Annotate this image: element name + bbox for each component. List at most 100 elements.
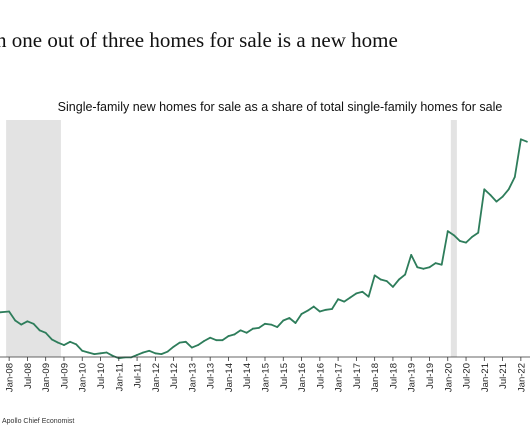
data-point [513, 176, 516, 178]
data-point [385, 280, 388, 283]
data-point [245, 331, 248, 334]
data-point [459, 240, 461, 242]
data-point [489, 194, 492, 196]
data-point [428, 266, 431, 269]
data-point [99, 352, 102, 355]
data-point [270, 323, 272, 326]
recession-band [6, 120, 61, 357]
data-point [501, 195, 504, 198]
data-point [446, 230, 449, 233]
data-point [282, 319, 285, 322]
data-point [294, 322, 297, 324]
data-point [312, 305, 315, 308]
data-point [26, 320, 29, 323]
data-point [306, 309, 309, 312]
x-axis-ticks: Jan-08 Jul-08 Jan-09 Jul-09 Jan-10 Jul-10 Jan-… [5, 357, 527, 392]
x-tick-label: Jan-12 [151, 363, 162, 392]
data-point [251, 327, 254, 330]
data-point [422, 267, 425, 270]
data-point [318, 310, 321, 313]
data-point [416, 266, 419, 269]
data-point [367, 295, 370, 298]
data-point [452, 234, 455, 237]
data-point [325, 308, 327, 311]
data-point [20, 323, 23, 326]
x-tick-label: Jan-18 [370, 363, 381, 392]
x-tick-label: Jul-11 [133, 363, 144, 388]
data-point [111, 354, 114, 357]
x-tick-label: Jan-10 [78, 363, 89, 392]
data-point [227, 335, 230, 337]
data-point [184, 340, 187, 343]
data-point [154, 352, 157, 355]
data-point [148, 349, 151, 352]
data-point [343, 300, 346, 303]
data-point [233, 333, 236, 336]
data-point [32, 322, 35, 325]
x-tick-label: Jan-09 [41, 363, 52, 392]
data-point [56, 341, 59, 344]
x-tick-label: Jan-13 [187, 363, 198, 392]
data-point [166, 350, 169, 353]
data-point [75, 343, 78, 346]
data-point [465, 241, 467, 244]
data-point [264, 322, 266, 325]
x-tick-label: Jan-16 [297, 363, 308, 392]
series-line [0, 138, 528, 360]
data-point [300, 313, 303, 315]
data-point [14, 319, 17, 322]
data-point [221, 339, 224, 342]
x-tick-label: Jul-08 [23, 363, 34, 389]
x-tick-label: Jul-20 [462, 363, 473, 389]
data-point [373, 274, 376, 277]
x-tick-label: Jul-13 [206, 363, 217, 389]
data-point [69, 340, 71, 343]
data-point [519, 138, 522, 141]
x-tick-label: Jul-09 [59, 363, 70, 389]
source-note: Apollo Chief Economist [2, 418, 75, 425]
x-tick-label: Jul-16 [315, 363, 326, 389]
data-point [8, 310, 11, 313]
chart-title: Single-family new homes for sale as a sh… [57, 100, 503, 114]
data-point [392, 285, 394, 288]
data-point [507, 188, 510, 191]
x-tick-label: Jan-11 [114, 363, 125, 391]
data-point [337, 298, 340, 301]
data-point [160, 353, 163, 356]
x-tick-label: Jan-17 [334, 363, 345, 392]
data-point [288, 317, 291, 319]
x-tick-label: Jan-19 [407, 363, 418, 392]
x-tick-label: Jan-08 [5, 363, 16, 392]
data-point [203, 340, 205, 342]
data-point [215, 339, 218, 342]
data-point [349, 296, 352, 299]
x-tick-label: Jul-12 [169, 363, 180, 389]
data-point [178, 341, 181, 344]
data-point [404, 273, 407, 276]
data-point [44, 331, 47, 334]
data-point [190, 346, 193, 349]
data-point [209, 336, 212, 339]
data-point [331, 308, 333, 310]
data-point [440, 263, 443, 266]
data-point [87, 351, 90, 354]
data-point [471, 235, 474, 238]
x-tick-label: Jan-22 [516, 363, 527, 392]
x-tick-label: Jul-21 [498, 363, 509, 389]
x-tick-label: Jul-14 [242, 363, 253, 389]
x-tick-label: Jan-20 [443, 363, 454, 392]
data-point [142, 351, 145, 354]
data-point [239, 329, 242, 332]
data-point [93, 353, 96, 356]
data-point [526, 140, 528, 143]
data-point [81, 349, 84, 352]
data-point [258, 326, 260, 329]
data-point [0, 311, 1, 314]
series-line-group [0, 138, 528, 360]
x-tick-label: Jan-21 [480, 363, 491, 392]
x-tick-label: Jan-15 [261, 363, 272, 392]
data-point [197, 344, 199, 346]
x-tick-label: Jul-17 [352, 363, 363, 389]
data-point [477, 231, 480, 234]
